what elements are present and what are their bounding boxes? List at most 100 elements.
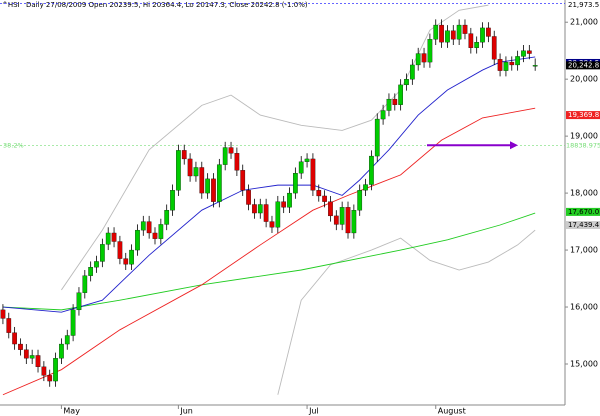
candle-body bbox=[12, 332, 17, 345]
candle-body bbox=[275, 201, 281, 228]
candle-body bbox=[281, 201, 287, 208]
candle-body bbox=[333, 215, 339, 225]
candle-body bbox=[439, 24, 444, 43]
candle-body bbox=[0, 309, 6, 319]
candle-body bbox=[468, 33, 474, 48]
price-label-bg bbox=[566, 207, 600, 216]
candle-body bbox=[29, 355, 35, 359]
ticker: ^HSI bbox=[2, 1, 20, 9]
price-label: 17,439.4 bbox=[568, 221, 600, 229]
candle-body bbox=[193, 167, 199, 177]
price-label: 21,973.5 bbox=[568, 1, 599, 9]
chart-title: Daily 27/08/2009 Open 20239.5, Hi 20364.… bbox=[26, 1, 308, 9]
candle-body bbox=[222, 147, 228, 165]
candle-body bbox=[88, 267, 94, 276]
candle-body bbox=[240, 170, 246, 191]
candle-body bbox=[129, 249, 134, 265]
y-tick-label: 20,000 bbox=[570, 75, 598, 84]
candle-body bbox=[82, 275, 88, 293]
candle-body bbox=[503, 61, 509, 71]
price-label-bg bbox=[566, 1, 600, 9]
candle-body bbox=[234, 153, 240, 171]
candle-body bbox=[310, 158, 316, 191]
candle-body bbox=[521, 50, 526, 57]
price-label-bg bbox=[566, 111, 600, 120]
candle-body bbox=[351, 210, 357, 234]
candle-body bbox=[509, 61, 515, 66]
candle-body bbox=[304, 158, 310, 162]
annotation-arrowhead bbox=[510, 141, 518, 150]
candle-body bbox=[205, 178, 210, 194]
price-label-bg bbox=[566, 221, 600, 230]
candle-body bbox=[462, 24, 468, 34]
candle-body bbox=[35, 355, 41, 367]
candle-body bbox=[105, 232, 111, 245]
candle-body bbox=[228, 147, 234, 154]
candle-body bbox=[269, 221, 275, 228]
candle-body bbox=[187, 158, 193, 177]
y-tick-label: 17,000 bbox=[570, 246, 598, 255]
y-tick-label: 16,000 bbox=[570, 303, 598, 312]
candle-body bbox=[76, 292, 82, 311]
y-tick-label: 18,000 bbox=[570, 189, 598, 198]
candle-body bbox=[404, 79, 409, 86]
candle-body bbox=[386, 98, 392, 111]
x-tick-label: August bbox=[438, 407, 466, 416]
candle-body bbox=[363, 184, 368, 191]
indicator-line bbox=[2, 107, 536, 396]
candle-body bbox=[374, 118, 380, 157]
candle-body bbox=[532, 65, 538, 67]
candle-body bbox=[94, 261, 99, 268]
x-tick-label: Jun bbox=[179, 407, 193, 416]
candle-body bbox=[345, 207, 351, 234]
candle-body bbox=[158, 224, 164, 239]
candle-body bbox=[293, 173, 298, 194]
y-tick-label: 15,000 bbox=[570, 359, 598, 368]
candle-body bbox=[369, 155, 374, 185]
candle-body bbox=[176, 150, 181, 191]
candle-body bbox=[41, 366, 47, 376]
indicator-line bbox=[277, 229, 536, 395]
candle-body bbox=[59, 343, 64, 359]
candle-body bbox=[263, 204, 269, 222]
candle-body bbox=[486, 27, 491, 37]
candle-body bbox=[18, 343, 23, 350]
candle-body bbox=[146, 221, 152, 234]
candle-body bbox=[298, 161, 304, 174]
candle-body bbox=[287, 192, 292, 208]
candle-body bbox=[450, 30, 456, 40]
candle-body bbox=[409, 64, 415, 80]
indicator-line bbox=[61, 4, 489, 291]
price-label-bg bbox=[566, 61, 600, 70]
candle-body bbox=[164, 210, 170, 225]
candle-body bbox=[181, 150, 187, 160]
candle-body bbox=[140, 221, 146, 231]
candle-body bbox=[427, 39, 433, 63]
candle-body bbox=[415, 53, 421, 66]
candle-body bbox=[64, 335, 70, 345]
y-tick-label: 19,000 bbox=[570, 132, 598, 141]
candle-body bbox=[6, 318, 12, 333]
candle-body bbox=[316, 190, 322, 197]
candle-body bbox=[445, 30, 450, 43]
price-label: 17,670.0 bbox=[568, 208, 599, 216]
candle-body bbox=[474, 42, 480, 48]
candle-body bbox=[421, 53, 427, 63]
candle-body bbox=[53, 358, 58, 382]
candle-body bbox=[433, 24, 439, 40]
x-tick-label: May bbox=[63, 407, 80, 416]
candle-body bbox=[339, 207, 345, 225]
candle-body bbox=[526, 50, 532, 54]
candle-body bbox=[398, 84, 403, 105]
candle-body bbox=[135, 229, 140, 251]
candle-body bbox=[252, 204, 257, 214]
candle-body bbox=[456, 24, 462, 40]
candle-body bbox=[152, 232, 158, 239]
candle-body bbox=[491, 36, 497, 60]
level-label: 18838.97520 bbox=[566, 141, 600, 149]
candle-body bbox=[480, 27, 485, 43]
candle-body bbox=[357, 190, 363, 211]
candle-body bbox=[100, 244, 105, 262]
candle-body bbox=[380, 110, 386, 120]
